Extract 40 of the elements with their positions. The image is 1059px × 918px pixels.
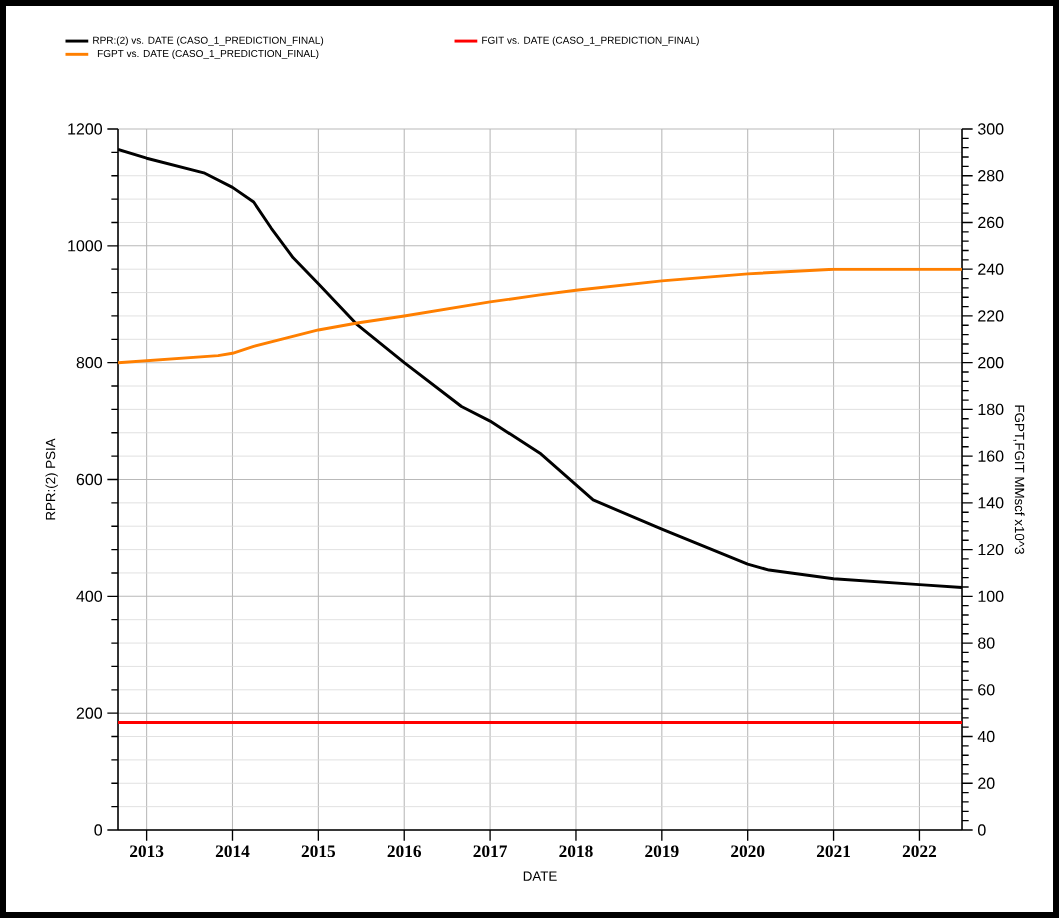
x-tick-label: 2018 — [559, 845, 593, 858]
x-tick-label: 2014 — [215, 845, 250, 858]
y2-axis-title: FGPT,FGIT MMscf x10^3 — [1013, 405, 1025, 554]
y2-tick-label: 220 — [978, 310, 1004, 322]
legend-label: FGPT vs. DATE (CASO_1_PREDICTION_FINAL) — [97, 49, 319, 60]
legend-label: RPR:(2) vs. DATE (CASO_1_PREDICTION_FINAL) — [93, 36, 324, 46]
y2-tick-label: 0 — [977, 824, 986, 836]
x-tick-label: 2022 — [902, 845, 937, 858]
y-tick-label: 800 — [76, 357, 103, 369]
y2-tick-label: 160 — [978, 450, 1004, 462]
x-axis-title: DATE — [523, 871, 557, 881]
x-tick-label: 2015 — [301, 845, 336, 858]
y2-tick-label: 100 — [978, 590, 1004, 602]
y-tick-label: 600 — [76, 473, 103, 486]
y2-tick-label: 20 — [978, 777, 995, 789]
line-series — [118, 267, 963, 365]
y2-tick-label: 240 — [978, 263, 1004, 275]
x-tick-label: 2019 — [645, 845, 679, 858]
y-tick-label: 1200 — [68, 123, 103, 135]
y2-tick-label: 60 — [978, 684, 995, 696]
y-tick-label: 200 — [76, 707, 103, 719]
y2-tick-label: 120 — [978, 543, 1004, 556]
y2-tick-label: 80 — [978, 637, 995, 649]
x-tick-label: 2021 — [816, 845, 851, 858]
y2-tick-label: 40 — [977, 730, 995, 743]
x-tick-label: 2020 — [731, 845, 765, 858]
y2-tick-label: 280 — [978, 170, 1004, 182]
y2-tick-label: 140 — [978, 497, 1004, 509]
y-axis-title: RPR:(2) PSIA — [45, 438, 58, 520]
y2-tick-label: 260 — [978, 216, 1004, 229]
x-tick-label: 2017 — [473, 845, 507, 858]
y2-tick-label: 180 — [978, 403, 1004, 416]
y-tick-label: 1000 — [68, 240, 103, 252]
y2-tick-label: 200 — [978, 357, 1004, 369]
y-tick-label: 400 — [76, 590, 103, 602]
x-tick-label: 2013 — [130, 845, 164, 858]
y-tick-label: 0 — [94, 824, 103, 836]
x-tick-label: 2016 — [387, 845, 422, 858]
y2-tick-label: 300 — [977, 123, 1004, 135]
legend-label: FGIT vs. DATE (CASO_1_PREDICTION_FINAL) — [482, 36, 699, 46]
